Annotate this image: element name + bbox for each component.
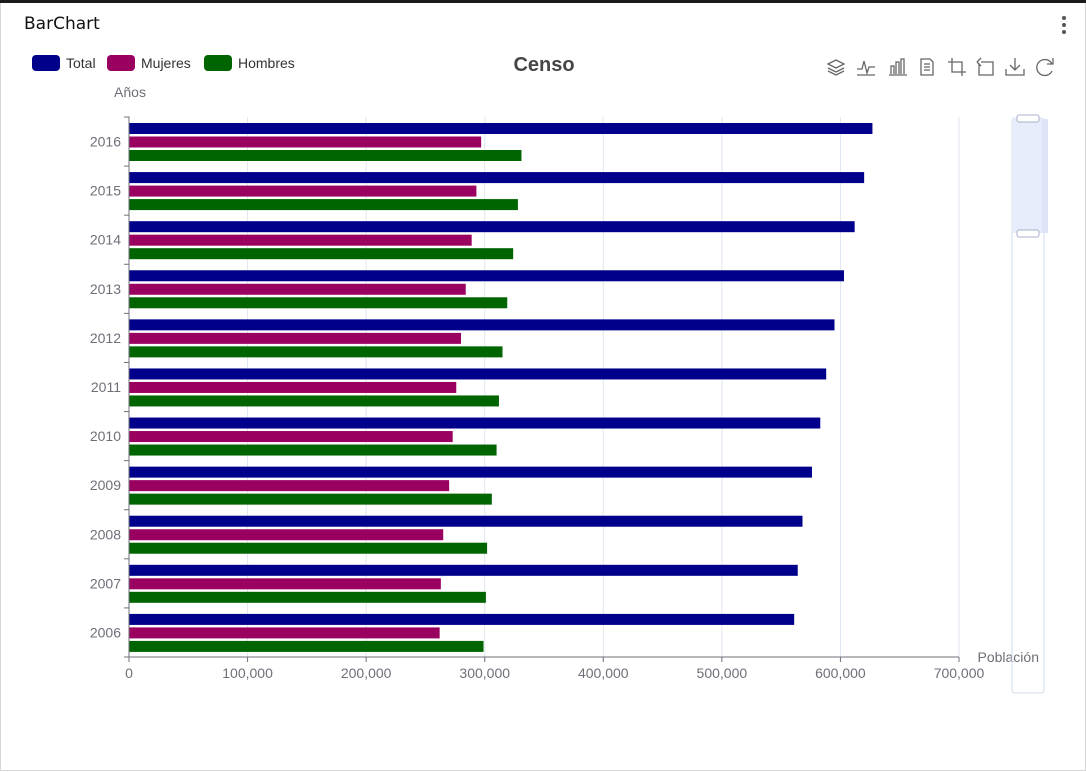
bar-icon[interactable] (888, 57, 908, 77)
bar-mujeres-2013[interactable] (129, 283, 466, 295)
axes: 2006 2007 2008 2009 2010 2011 2012 2013 2014 2015… (90, 116, 985, 681)
zoom-selection[interactable] (1012, 118, 1044, 233)
bar-hombres-2015[interactable] (129, 199, 518, 211)
x-tick-label: 100,000 (222, 665, 273, 681)
bar-total-2015[interactable] (129, 172, 865, 184)
crop-icon[interactable] (947, 57, 967, 77)
bar-mujeres-2008[interactable] (129, 529, 444, 541)
line-icon[interactable] (856, 57, 876, 77)
refresh-icon[interactable] (1035, 57, 1055, 77)
bar-hombres-2009[interactable] (129, 493, 492, 505)
bar-total-2009[interactable] (129, 466, 812, 478)
bar-mujeres-2009[interactable] (129, 480, 450, 492)
legend-label: Total (66, 55, 96, 71)
x-tick-label: 300,000 (459, 665, 510, 681)
x-tick-label: 600,000 (815, 665, 866, 681)
bar-mujeres-2014[interactable] (129, 234, 472, 246)
card-title: BarChart (24, 14, 100, 34)
y-tick-label: 2006 (90, 624, 121, 640)
y-tick-label: 2014 (90, 232, 121, 248)
bar-total-2013[interactable] (129, 270, 844, 282)
y-tick-label: 2009 (90, 477, 121, 493)
bar-total-2006[interactable] (129, 613, 795, 625)
bar-total-2014[interactable] (129, 221, 855, 233)
bars-group (129, 123, 873, 652)
zoom-selection-edge (1042, 119, 1048, 233)
restore-crop-icon[interactable] (976, 57, 996, 77)
bar-total-2008[interactable] (129, 515, 803, 527)
data-zoom-slider[interactable] (1011, 114, 1048, 694)
bar-hombres-2014[interactable] (129, 248, 514, 260)
bar-mujeres-2015[interactable] (129, 185, 477, 197)
legend-swatch (32, 55, 60, 71)
stack-icon[interactable] (826, 57, 846, 77)
bar-total-2012[interactable] (129, 319, 835, 331)
bar-mujeres-2011[interactable] (129, 381, 457, 393)
x-tick-label: 0 (125, 665, 133, 681)
y-tick-label: 2016 (90, 134, 121, 150)
zoom-handle-bottom[interactable] (1016, 229, 1040, 238)
bar-hombres-2013[interactable] (129, 297, 508, 309)
bar-mujeres-2012[interactable] (129, 332, 461, 344)
y-tick-label: 2012 (90, 330, 121, 346)
bar-total-2016[interactable] (129, 123, 873, 134)
bar-hombres-2007[interactable] (129, 591, 486, 603)
chart-title: Censo (513, 54, 574, 76)
x-tick-label: 500,000 (697, 665, 748, 681)
legend: Total Mujeres Hombres (32, 55, 295, 71)
x-axis-title: Población (978, 649, 1040, 665)
legend-item-mujeres[interactable]: Mujeres (107, 55, 191, 71)
x-tick-label: 700,000 (934, 665, 985, 681)
window-top-border (0, 0, 1086, 3)
legend-label: Hombres (238, 55, 295, 71)
bar-hombres-2006[interactable] (129, 640, 484, 652)
legend-label: Mujeres (141, 55, 191, 71)
y-tick-label: 2007 (90, 575, 121, 591)
y-tick-label: 2008 (90, 526, 121, 542)
y-tick-label: 2015 (90, 183, 121, 199)
toolbox (826, 57, 1055, 77)
x-tick-label: 400,000 (578, 665, 629, 681)
download-icon[interactable] (1005, 57, 1025, 77)
bar-hombres-2008[interactable] (129, 542, 488, 554)
bar-hombres-2016[interactable] (129, 150, 522, 161)
y-tick-label: 2010 (90, 428, 121, 444)
bar-hombres-2010[interactable] (129, 444, 497, 456)
x-tick-label: 200,000 (341, 665, 392, 681)
legend-swatch (204, 55, 232, 71)
y-axis-title: Años (114, 84, 146, 100)
data-view-icon[interactable] (917, 57, 937, 77)
more-options-icon[interactable] (1058, 16, 1070, 38)
bar-total-2010[interactable] (129, 417, 821, 429)
bar-hombres-2012[interactable] (129, 346, 503, 358)
zoom-handle-top[interactable] (1016, 114, 1040, 123)
legend-item-hombres[interactable]: Hombres (204, 55, 295, 71)
legend-swatch (107, 55, 135, 71)
y-tick-label: 2011 (91, 379, 121, 395)
bar-mujeres-2010[interactable] (129, 431, 453, 443)
bar-total-2007[interactable] (129, 564, 798, 576)
legend-item-total[interactable]: Total (32, 55, 96, 71)
bar-total-2011[interactable] (129, 368, 827, 380)
bar-mujeres-2016[interactable] (129, 136, 482, 148)
bar-hombres-2011[interactable] (129, 395, 499, 407)
bar-mujeres-2007[interactable] (129, 578, 441, 590)
bar-mujeres-2006[interactable] (129, 627, 440, 639)
y-tick-label: 2013 (90, 281, 121, 297)
